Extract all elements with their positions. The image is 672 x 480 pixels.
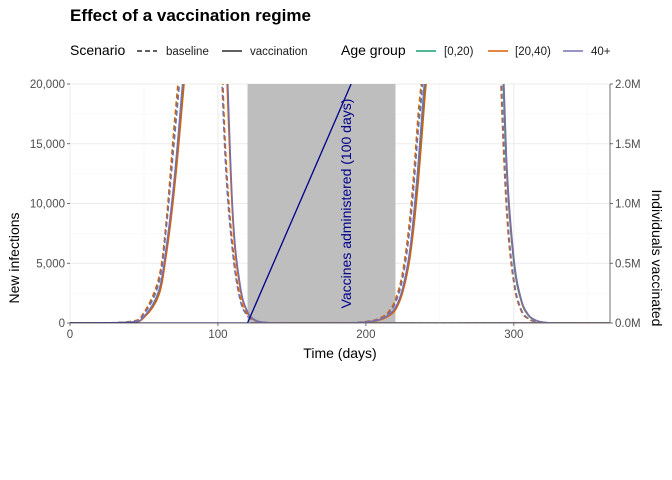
y2-tick-label: 0.5M (615, 258, 641, 270)
legend-label-vaccination: vaccination (250, 46, 308, 58)
legend-label-age-20-40: [20,40) (515, 46, 551, 58)
series-line-baseline-40+ (500, 84, 610, 323)
y-tick-label: 0 (59, 318, 65, 330)
chart-title: Effect of a vaccination regime (70, 6, 311, 25)
y-tick-label: 15,000 (30, 139, 65, 151)
legend-label-age-0-20: [0,20) (444, 46, 474, 58)
shaded-region-group (247, 84, 396, 323)
y2-tick-label: 2.0M (615, 79, 641, 91)
legend-title-scenario: Scenario (70, 42, 125, 58)
y-tick-label: 10,000 (30, 199, 65, 211)
shaded-region (247, 84, 396, 323)
y2-tick-label: 1.5M (615, 139, 641, 151)
tick-group: 0 100 200 300 0 5,000 10,000 15,000 20,000 0.0M 0.… (30, 79, 641, 341)
x-tick-label: 0 (67, 329, 73, 341)
legend-title-age: Age group (341, 42, 406, 58)
y-tick-label: 20,000 (30, 79, 65, 91)
x-tick-label: 100 (208, 329, 227, 341)
annotation-group: Vaccines administered (100 days) (338, 99, 354, 309)
series-line-baseline--20-40- (500, 84, 610, 323)
vaccinated-line (70, 84, 352, 323)
legend-label-baseline: baseline (166, 46, 209, 58)
y-axis-label: New infections (6, 212, 22, 303)
x-tick-label: 300 (504, 329, 523, 341)
series-line-vaccination-40+ (70, 84, 603, 323)
y2-axis-label: Individuals vaccinated (649, 190, 665, 327)
legend: Scenario baseline vaccination Age group … (70, 42, 611, 58)
vaccinated-group (70, 84, 352, 323)
annotation-text: Vaccines administered (100 days) (338, 99, 354, 309)
y2-tick-label: 0.0M (615, 318, 641, 330)
y-tick-label: 5,000 (36, 258, 65, 270)
x-axis-label: Time (days) (303, 345, 376, 361)
y2-tick-label: 1.0M (615, 199, 641, 211)
legend-label-age-40plus: 40+ (591, 46, 611, 58)
x-tick-label: 200 (356, 329, 375, 341)
series-line-vaccination-40+ (277, 84, 425, 323)
